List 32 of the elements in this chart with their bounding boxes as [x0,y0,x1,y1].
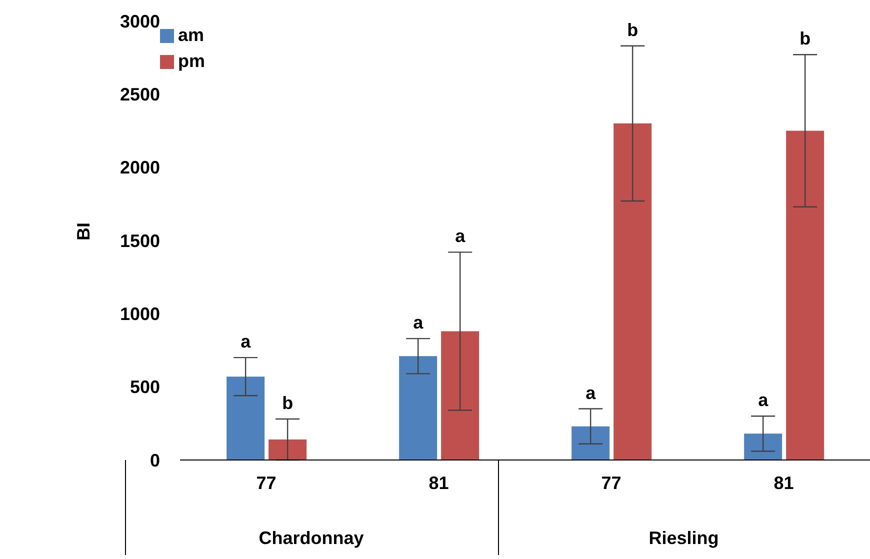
annotation: a [586,382,597,403]
annotation: b [282,393,294,414]
bar [614,123,652,460]
annotation: b [627,20,638,40]
y-tick-label: 2000 [120,158,160,178]
annotation: b [800,28,811,49]
bar [786,130,824,460]
bar [226,376,265,460]
y-tick-label: 1500 [120,230,160,251]
bar [441,331,480,460]
y-tick-label: 0 [150,450,160,470]
annotation: a [758,390,770,410]
bar [399,356,438,460]
x-tick-label: 77 [256,472,276,493]
x-tick-label: 81 [774,472,794,493]
bar [572,426,610,460]
annotation: a [240,332,252,352]
bar [268,440,307,460]
y-tick-label: 3000 [120,11,160,32]
x-tick-label: 81 [428,472,449,493]
text: Riesling [648,528,720,549]
y-axis-title: BI [73,222,94,240]
legend-label: am [178,25,204,45]
y-tick-label: 500 [130,377,160,398]
legend-label: pm [178,51,205,71]
y-tick-label: 1000 [120,304,160,324]
bar [744,434,782,460]
annotation: a [455,226,466,246]
text: Chardonnay [258,528,365,549]
y-tick-label: 2500 [120,84,160,105]
x-tick-label: 77 [601,472,622,493]
annotation: a [413,312,424,333]
